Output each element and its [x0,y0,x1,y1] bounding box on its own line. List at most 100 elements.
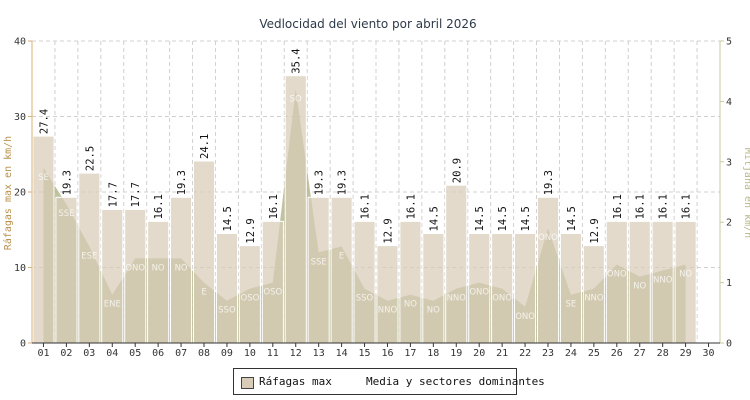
x-tick-label: 19 [450,348,462,359]
bar-value-label: 16.1 [360,194,372,219]
y2-tick-label: 4 [726,97,732,108]
bar-value-label: 14.5 [497,206,509,231]
y2-tick-label: 2 [726,218,732,229]
gust-bar [422,233,445,344]
direction-label: SSE [311,257,327,267]
x-tick-label: 04 [106,348,118,359]
direction-label: NO [633,282,646,292]
direction-label: NO [679,270,692,280]
legend-label-mean: Media y sectores dominantes [366,375,545,388]
y-tick-label: 30 [14,112,26,123]
direction-label: SE [566,300,577,310]
direction-label: NNO [653,276,673,286]
direction-label: NNO [378,306,398,316]
direction-label: ONO [515,312,535,322]
x-tick-label: 10 [244,348,256,359]
direction-label: ONO [469,288,489,298]
direction-label: NO [152,263,165,273]
chart-title: Vedlocidad del viento por abril 2026 [259,17,476,31]
gust-bar [376,245,399,344]
direction-label: ENE [104,300,121,310]
gust-bar [193,160,216,344]
gust-bar [307,196,330,344]
x-tick-label: 16 [381,348,393,359]
bar-value-labels: 27.4 19.3 22.5 17.7 17.7 16.1 19.3 24.1 14.5 12.9… [39,48,693,243]
gust-bar [559,233,583,344]
bar-value-label: 24.1 [199,134,211,159]
bar-value-label: 19.3 [337,170,349,195]
gust-bar [605,220,628,344]
x-tick-label: 18 [427,348,439,359]
legend-swatch-gusts [241,377,254,389]
bar-value-label: 14.5 [428,206,440,231]
x-tick-label: 08 [198,348,210,359]
bar-value-label: 16.1 [153,194,165,219]
gust-bar [537,196,560,344]
bar-value-label: 19.3 [61,170,73,195]
direction-label: ONO [607,270,627,280]
gust-bar [101,208,124,344]
x-tick-label: 03 [83,348,95,359]
y-axis-title: Ráfagas max en km/h [2,136,14,250]
y2-tick-label: 1 [726,278,732,289]
direction-label: SO [290,94,302,104]
x-tick-label: 26 [611,348,623,359]
legend-label-gusts: Ráfagas max [259,375,332,388]
x-tick-label: 22 [519,348,531,359]
bar-value-label: 12.9 [245,218,257,243]
bar-value-label: 14.5 [566,206,578,231]
x-tick-label: 24 [565,348,577,359]
gust-bar [353,220,376,344]
bar-value-label: 19.3 [543,170,555,195]
bar-value-label: 16.1 [681,194,693,219]
y-tick-label: 10 [14,263,26,274]
direction-label: NNO [584,294,604,304]
x-tick-label: 25 [588,348,600,359]
gust-bar [55,196,78,344]
direction-label: SSO [356,294,374,304]
y-tick-label: 20 [14,188,26,199]
direction-label: NNO [447,294,467,304]
direction-label: NO [427,306,440,316]
bar-value-label: 16.1 [268,194,280,219]
bar-value-label: 12.9 [383,218,395,243]
gust-bar [399,220,422,344]
bar-value-label: 14.5 [474,206,486,231]
x-tick-label: 07 [175,348,187,359]
x-tick-label: 09 [221,348,233,359]
bar-value-label: 27.4 [39,109,51,134]
y2-tick-label: 5 [726,37,732,48]
gust-bar [674,220,697,344]
direction-label: ONO [125,263,145,273]
direction-label: OSO [241,294,260,304]
bar-value-label: 17.7 [130,182,142,207]
x-tick-label: 17 [404,348,416,359]
y-tick-label: 40 [14,37,26,48]
direction-label: E [201,288,206,298]
x-tick-label: 13 [313,348,325,359]
bar-value-label: 19.3 [176,170,188,195]
bar-value-label: 19.3 [314,170,326,195]
gust-bar [445,184,468,344]
direction-label: SE [38,173,49,183]
bar-value-label: 16.1 [635,194,647,219]
x-tick-label: 15 [358,348,370,359]
grid [32,40,721,343]
gust-bar [147,220,170,344]
y2-axis-title: Mitjana en km/h [742,148,750,238]
bar-value-label: 16.1 [612,194,624,219]
bar-value-label: 14.5 [520,206,532,231]
direction-label: SSE [58,209,74,219]
y-tick-label: 0 [20,339,26,350]
bar-value-label: 17.7 [107,182,119,207]
x-tick-label: 28 [657,348,669,359]
direction-label: ONO [538,233,558,243]
gust-bar [215,233,238,344]
x-tick-label: 05 [129,348,141,359]
bar-value-label: 14.5 [222,206,234,231]
x-tick-label: 30 [702,348,714,359]
direction-label: ONO [492,294,512,304]
x-tick-label: 21 [496,348,508,359]
